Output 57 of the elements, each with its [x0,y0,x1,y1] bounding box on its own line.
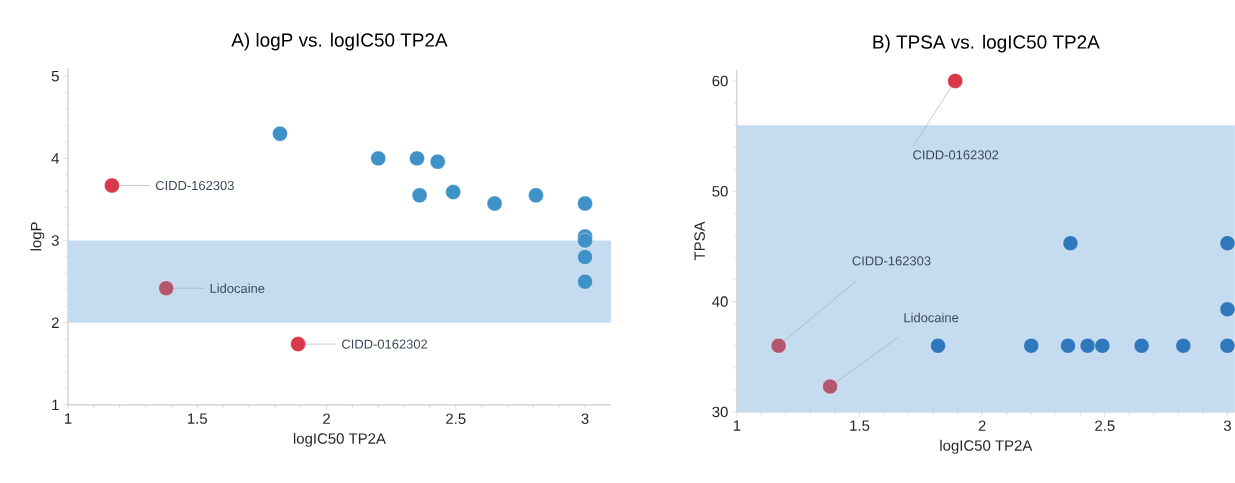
point [409,150,425,167]
point [577,232,593,249]
chart-title: B) TPSA vs. logIC50 TP2A [873,34,1100,53]
point [770,338,787,354]
point [272,126,288,142]
y-tick-label: 2 [51,317,59,328]
point [577,195,593,212]
y-tick-label: 1 [52,399,59,411]
x-tick-label: 2.5 [1095,420,1115,432]
x-tick-label: 3 [1223,420,1231,432]
point [1175,338,1191,354]
x-tick-label: 1 [733,420,741,431]
point [1023,338,1039,354]
x-axis-title: logIC50 TP2A [293,432,386,447]
y-tick-label: 5 [51,71,59,82]
annotation: Lidocaine [210,283,265,294]
point [1079,338,1096,354]
y-tick-label: 40 [712,296,728,307]
y-axis-title: TPSA [694,221,705,261]
annotation: CIDD-162303 [155,180,234,191]
point [822,378,838,395]
point [486,195,503,212]
y-tick-label: 4 [51,153,60,164]
point [1062,235,1079,251]
chart-title: A) logP vs. logIC50 TP2A [231,32,448,51]
point [370,150,386,167]
point [1060,338,1076,354]
y-tick-label: 50 [712,186,728,197]
point [104,177,120,194]
point [577,249,593,265]
point [1133,338,1150,354]
annotation: CIDD-0162302 [342,339,428,349]
y-tick-label: 60 [712,75,728,87]
point [445,184,461,200]
point [290,336,306,352]
annotation: CIDD-162303 [852,256,931,266]
point [930,338,946,354]
y-tick-label: 3 [51,235,59,246]
point [411,187,428,204]
x-tick-label: 3 [581,413,589,425]
point [528,187,544,204]
point [429,154,446,170]
x-tick-label: 1.5 [850,420,870,431]
point [1094,338,1111,354]
y-axis-title: logP [30,222,45,251]
x-tick-label: 2 [978,420,986,431]
annotation: CIDD-0162302 [913,150,999,160]
point [158,280,174,296]
x-tick-label: 2.5 [446,413,466,425]
point [947,73,963,89]
point [577,273,593,290]
x-tick-label: 2 [323,413,330,424]
x-tick-label: 1 [64,413,72,424]
x-tick-label: 1.5 [188,413,208,424]
annotation: Lidocaine [904,312,959,323]
x-axis-title: logIC50 TP2A [940,439,1033,454]
y-tick-label: 30 [712,406,728,418]
